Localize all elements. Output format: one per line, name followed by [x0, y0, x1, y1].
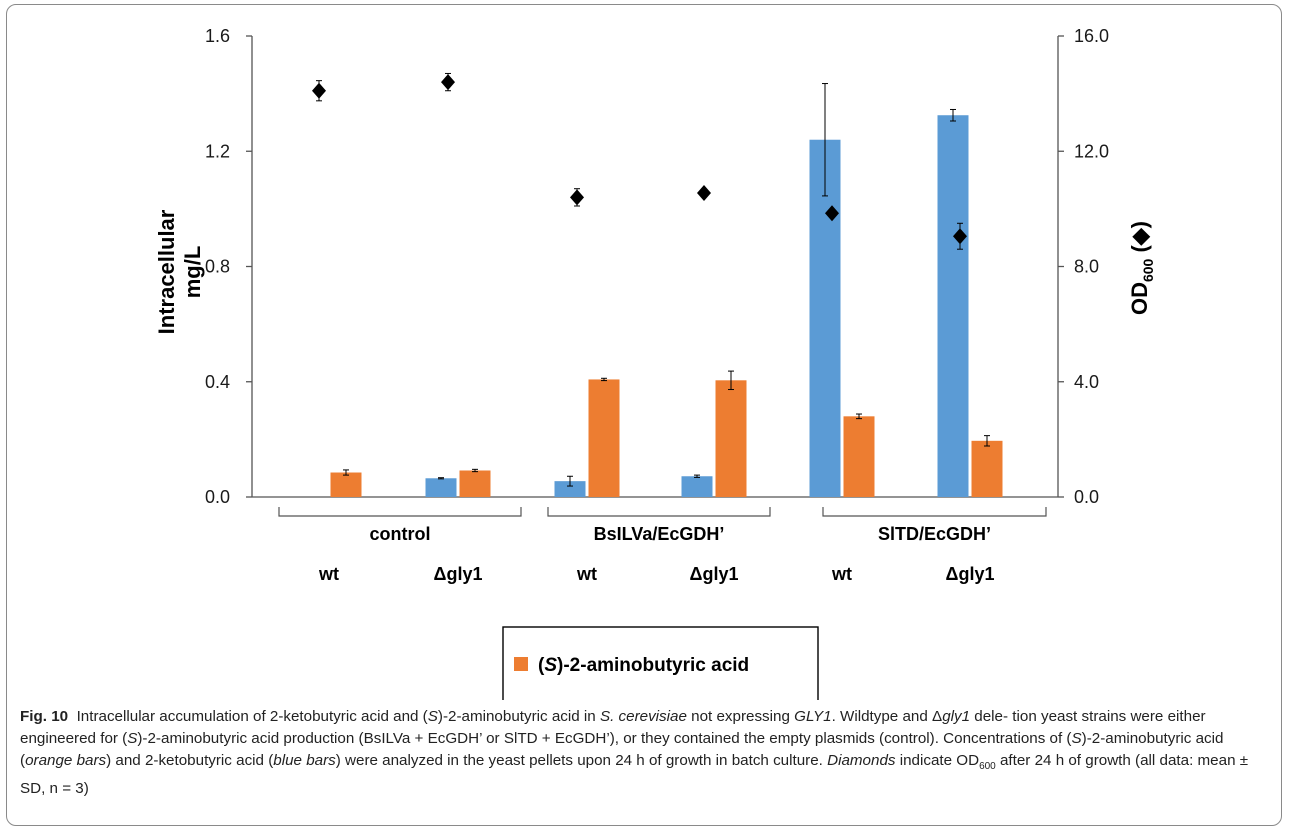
- category-label: Δgly1: [946, 564, 995, 584]
- bar-aminobutyric: [459, 470, 491, 497]
- legend: (S)-2-aminobutyric acid2-ketobutyric aci…: [502, 626, 819, 700]
- figure-frame: [6, 4, 1282, 826]
- od600-diamond: [953, 228, 967, 245]
- left-axis-title: Intracellularmg/L: [154, 209, 205, 334]
- od600-diamond: [697, 185, 711, 202]
- bar-ketobutyric: [809, 139, 841, 497]
- caption-text: Intracellular accumulation of 2-ketobuty…: [20, 708, 1249, 798]
- chart: 0.0 0.4 0.8 1.2 1.6 0.0 4.0 8.0 12.0 16.0 Intracel…: [154, 26, 1156, 700]
- bar-ketobutyric: [681, 476, 713, 497]
- bar-aminobutyric: [971, 440, 1003, 497]
- axes: 0.0 0.4 0.8 1.2 1.6 0.0 4.0 8.0 12.0 16.0 Intracel…: [154, 26, 1156, 507]
- bar-ketobutyric: [554, 481, 586, 497]
- right-axis-title: OD600 (◆): [1127, 221, 1156, 315]
- legend-label-aminobutyric: (S)-2-aminobutyric acid: [538, 655, 749, 676]
- group-bracket: [822, 507, 1047, 517]
- right-tick-label: 8.0: [1074, 257, 1099, 277]
- category-label: wt: [576, 564, 597, 584]
- bar-aminobutyric: [330, 472, 362, 497]
- group-bracket: [547, 507, 771, 517]
- od600-diamond: [570, 189, 584, 206]
- group-bracket: [278, 507, 522, 517]
- group-label: BsILVa/EcGDH’: [594, 524, 725, 544]
- left-tick-label: 1.2: [205, 141, 230, 161]
- od600-diamond: [312, 82, 326, 99]
- bar-ketobutyric: [937, 115, 969, 497]
- group-label: control: [370, 524, 431, 544]
- legend-swatch-aminobutyric: [514, 657, 528, 671]
- category-label: wt: [831, 564, 852, 584]
- left-tick-label: 1.6: [205, 26, 230, 46]
- left-tick-label: 0.0: [205, 487, 230, 507]
- left-tick-label: 0.8: [205, 257, 230, 277]
- od600-markers: [312, 72, 967, 250]
- right-tick-label: 0.0: [1074, 487, 1099, 507]
- figure-caption: Fig. 10 Intracellular accumulation of 2-…: [20, 706, 1270, 800]
- right-tick-label: 16.0: [1074, 26, 1109, 46]
- category-label: Δgly1: [690, 564, 739, 584]
- group-label: SlTD/EcGDH’: [878, 524, 991, 544]
- bars: [330, 83, 1003, 497]
- bar-aminobutyric: [588, 379, 620, 497]
- od600-diamond: [441, 74, 455, 91]
- od600-diamond: [825, 205, 839, 222]
- category-label: wt: [318, 564, 339, 584]
- right-tick-label: 4.0: [1074, 372, 1099, 392]
- bar-aminobutyric: [843, 416, 875, 497]
- bar-ketobutyric: [425, 478, 457, 497]
- left-tick-label: 0.4: [205, 372, 230, 392]
- category-labels: control BsILVa/EcGDH’ SlTD/EcGDH’ wt Δgly1 wt…: [278, 507, 1047, 584]
- bar-aminobutyric: [715, 380, 747, 497]
- caption-label: Fig. 10: [20, 708, 69, 725]
- legend-box: [502, 626, 819, 700]
- right-tick-label: 12.0: [1074, 141, 1109, 161]
- category-label: Δgly1: [434, 564, 483, 584]
